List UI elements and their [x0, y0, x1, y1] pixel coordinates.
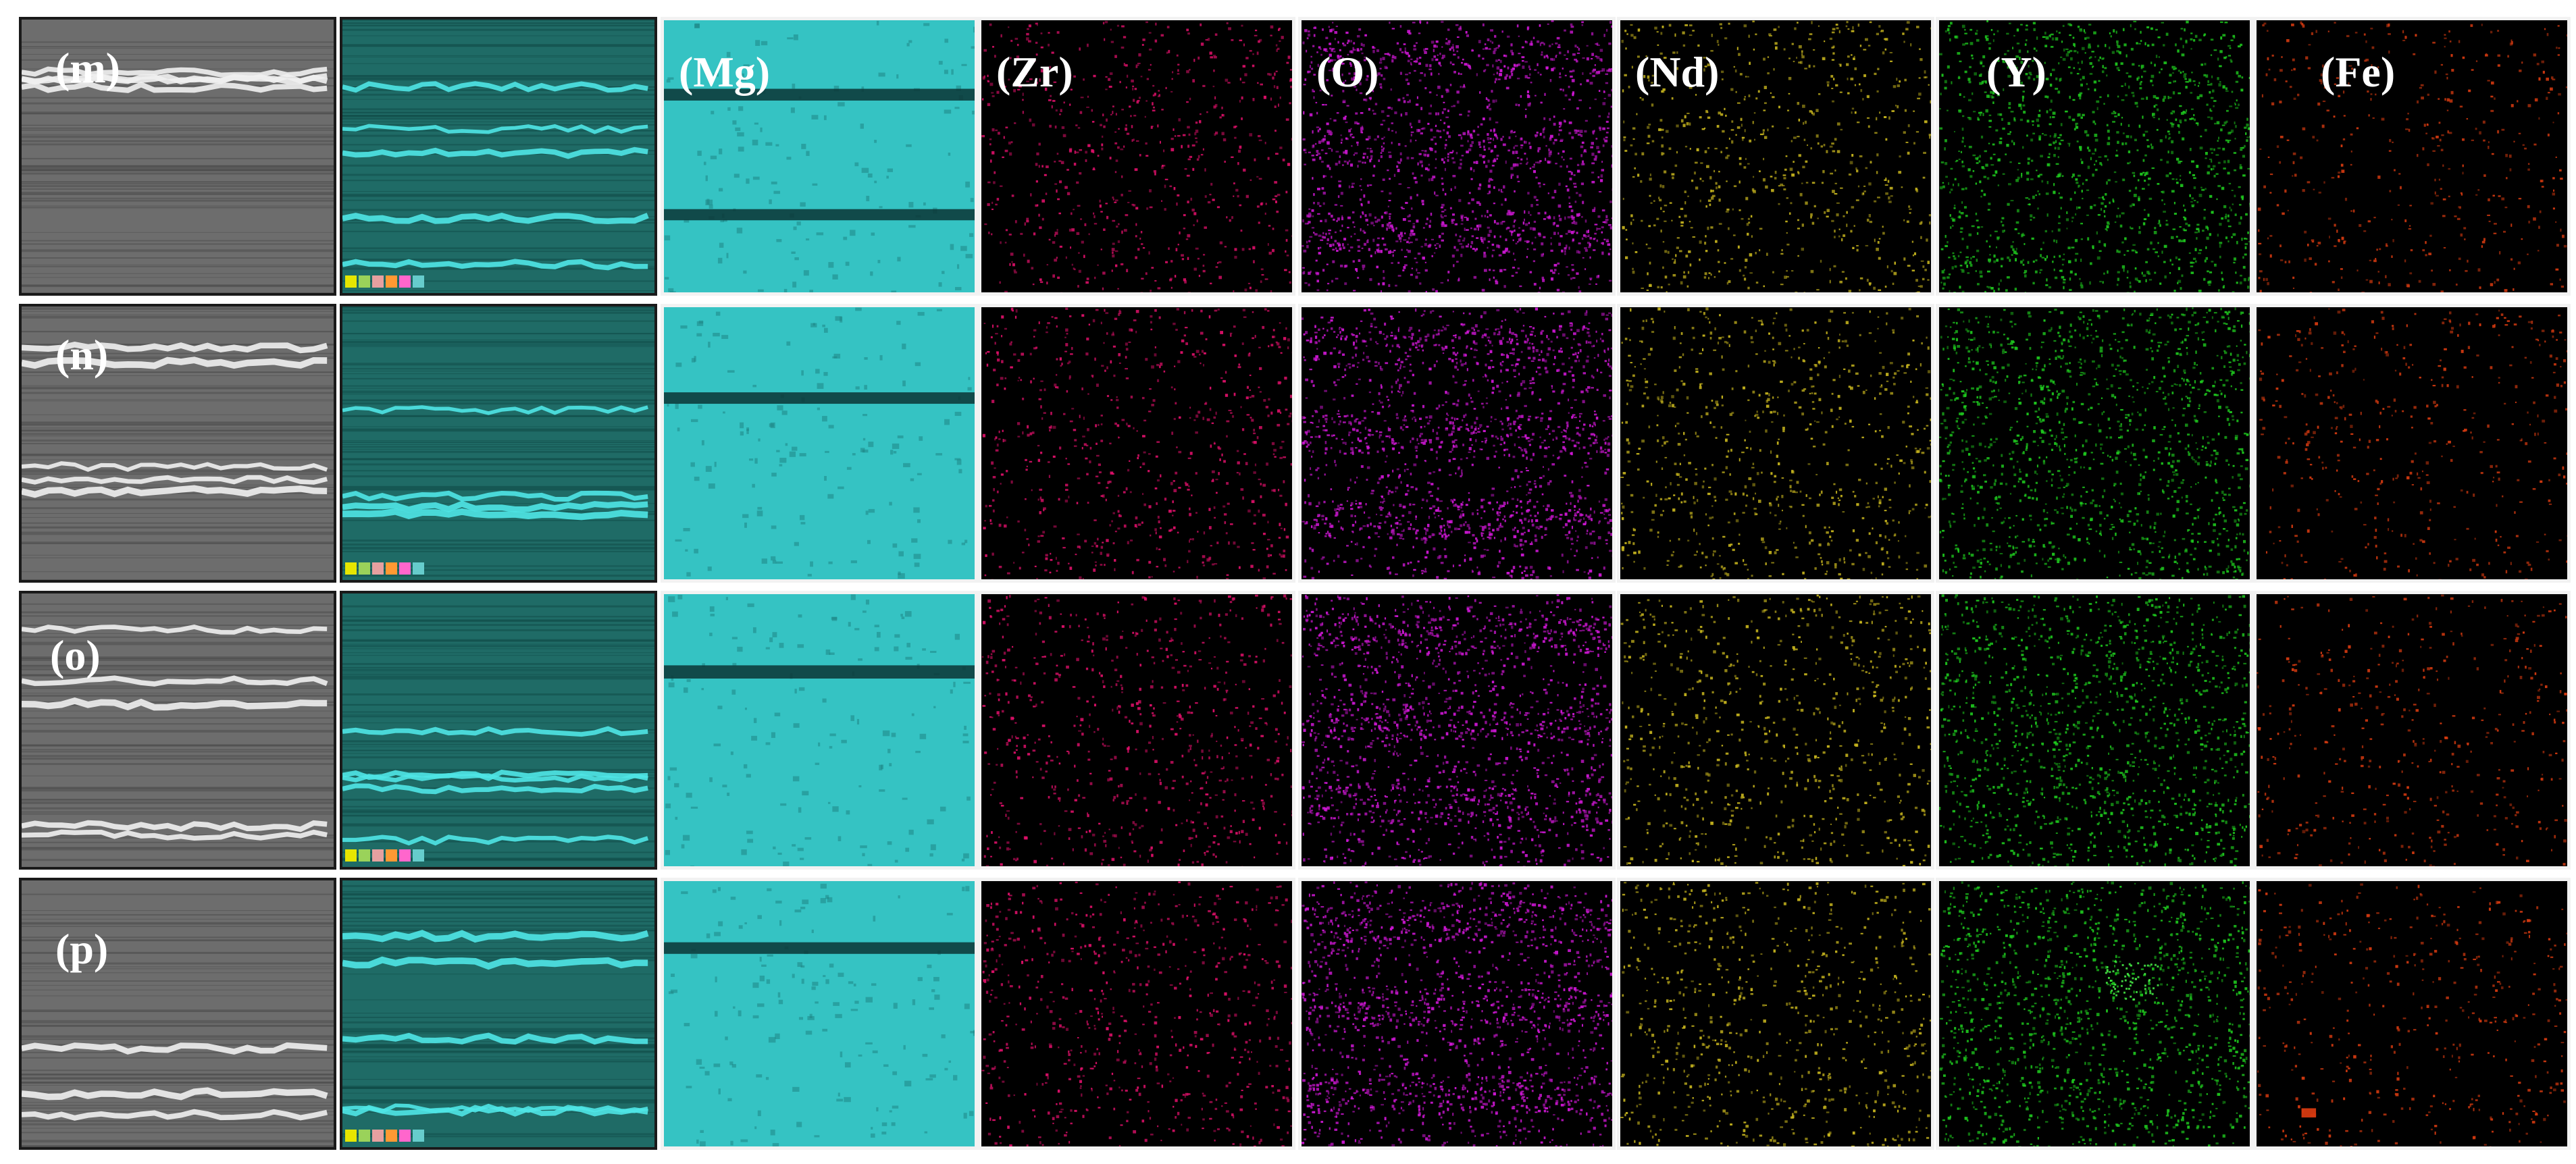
mg-map-icon: (Mg): [661, 17, 978, 296]
row-label: (m): [55, 44, 120, 92]
eds-overlay-image: [340, 878, 657, 1150]
element-legend: [345, 849, 424, 864]
legend-swatch: [345, 562, 357, 575]
legend-swatch: [372, 275, 384, 288]
element-label: (O): [1316, 48, 1379, 96]
y-map-icon: (Y): [1936, 17, 2253, 296]
legend-swatch: [399, 562, 411, 575]
sem-image: (m): [19, 17, 336, 296]
zr-map-icon: [978, 591, 1295, 870]
legend-swatch: [345, 275, 357, 288]
legend-swatch: [399, 849, 411, 862]
nd-map-icon: [1617, 878, 1934, 1150]
element-legend: [345, 562, 424, 577]
legend-swatch: [372, 562, 384, 575]
row-label: (p): [55, 925, 109, 973]
eds-overlay-image: [340, 17, 657, 296]
legend-swatch: [372, 1130, 384, 1142]
legend-swatch: [345, 849, 357, 862]
element-label: (Zr): [996, 48, 1073, 96]
fe-map-icon: [2253, 878, 2571, 1150]
legend-swatch: [413, 849, 424, 862]
sem-image: (p): [19, 878, 336, 1150]
zr-map-icon: (Zr): [978, 17, 1295, 296]
y-map-icon: [1936, 878, 2253, 1150]
legend-swatch: [386, 849, 397, 862]
fe-map-icon: [2253, 304, 2571, 583]
element-legend: [345, 1130, 424, 1144]
eds-overlay-image: [340, 591, 657, 870]
legend-swatch: [399, 1130, 411, 1142]
mg-map-icon: [661, 878, 978, 1150]
zr-map-icon: [978, 304, 1295, 583]
legend-swatch: [359, 562, 370, 575]
sem-image: (o): [19, 591, 336, 870]
legend-swatch: [359, 1130, 370, 1142]
legend-swatch: [413, 275, 424, 288]
element-label: (Nd): [1635, 48, 1720, 96]
legend-swatch: [345, 1130, 357, 1142]
o-map-icon: [1298, 304, 1616, 583]
row-label: (o): [50, 631, 101, 679]
zr-map-icon: [978, 878, 1295, 1150]
row-label: (n): [55, 331, 109, 379]
nd-map-icon: (Nd): [1617, 17, 1934, 296]
legend-swatch: [359, 849, 370, 862]
legend-swatch: [413, 1130, 424, 1142]
nd-map-icon: [1617, 591, 1934, 870]
y-map-icon: [1936, 304, 2253, 583]
nd-map-icon: [1617, 304, 1934, 583]
o-map-icon: [1298, 878, 1616, 1150]
legend-swatch: [386, 562, 397, 575]
legend-swatch: [386, 1130, 397, 1142]
legend-swatch: [372, 849, 384, 862]
legend-swatch: [399, 275, 411, 288]
fe-map-icon: [2253, 591, 2571, 870]
mg-map-icon: [661, 304, 978, 583]
eds-overlay-image: [340, 304, 657, 583]
legend-swatch: [386, 275, 397, 288]
sem-image: (n): [19, 304, 336, 583]
fe-map-icon: (Fe): [2253, 17, 2571, 296]
legend-swatch: [413, 562, 424, 575]
legend-swatch: [359, 275, 370, 288]
o-map-icon: [1298, 591, 1616, 870]
y-map-icon: [1936, 591, 2253, 870]
element-label: (Fe): [2321, 48, 2396, 96]
mg-map-icon: [661, 591, 978, 870]
element-legend: [345, 275, 424, 290]
element-label: (Mg): [679, 48, 771, 96]
o-map-icon: (O): [1298, 17, 1616, 296]
element-label: (Y): [1986, 48, 2046, 96]
